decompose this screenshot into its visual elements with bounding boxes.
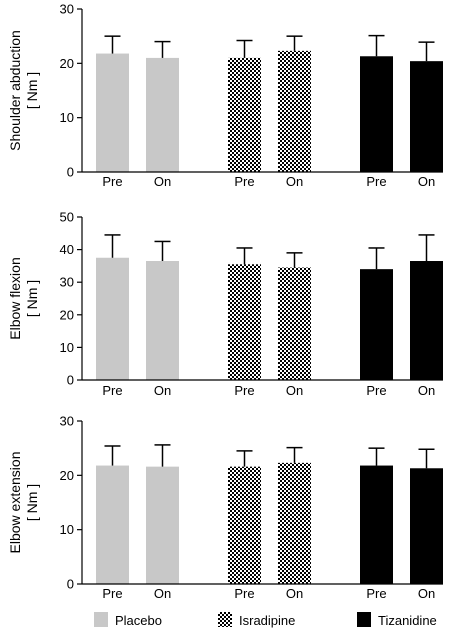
x-tick-label: On [418, 586, 435, 601]
x-tick-label: On [154, 586, 171, 601]
y-axis-title: Elbow extension [7, 452, 23, 554]
chart-panel-1: Pre On Pre On Pre On 0 10 20 30 Shoulder abduction… [7, 2, 443, 189]
bar-isradipine-pre [228, 57, 261, 172]
y-tick-label: 40 [60, 242, 74, 257]
y-tick-label: 20 [60, 56, 74, 71]
y-tick-label: 10 [60, 110, 74, 125]
x-tick-label: On [154, 174, 171, 189]
y-tick-label: 20 [60, 468, 74, 483]
y-tick-label: 30 [60, 2, 74, 17]
x-tick-label: On [154, 383, 171, 398]
chart-panel-2: Pre On Pre On Pre On 0 10 20 30 40 50 Elbow flexion[… [7, 210, 443, 398]
bar-tizanidine-on [410, 61, 443, 172]
y-tick-label: 10 [60, 522, 74, 537]
x-tick-label: Pre [102, 174, 122, 189]
bar-tizanidine-pre [360, 465, 393, 584]
legend-swatch-tizanidine [357, 612, 371, 627]
x-tick-label: On [286, 174, 303, 189]
x-tick-label: Pre [234, 383, 254, 398]
bar-placebo-pre [96, 257, 129, 380]
bar-placebo-on [146, 57, 179, 172]
x-tick-label: Pre [234, 586, 254, 601]
legend-swatch-isradipine [218, 612, 232, 627]
y-axis-unit: [ Nm ] [24, 484, 40, 521]
x-tick-label: Pre [102, 586, 122, 601]
bar-isradipine-on [278, 462, 311, 584]
bar-tizanidine-pre [360, 269, 393, 380]
x-tick-label: Pre [102, 383, 122, 398]
bar-placebo-pre [96, 465, 129, 584]
bar-isradipine-on [278, 50, 311, 172]
bar-tizanidine-on [410, 468, 443, 584]
y-tick-label: 30 [60, 414, 74, 429]
x-tick-label: On [418, 174, 435, 189]
y-tick-label: 30 [60, 275, 74, 290]
chart-panel-3: Pre On Pre On Pre On 0 10 20 30 Elbow extension[ N… [7, 414, 443, 601]
x-tick-label: On [418, 383, 435, 398]
legend-label-tizanidine: Tizanidine [378, 613, 437, 628]
y-tick-label: 10 [60, 340, 74, 355]
bar-tizanidine-on [410, 261, 443, 380]
legend-swatch-placebo [94, 612, 108, 627]
chart-panels: Pre On Pre On Pre On 0 10 20 30 Shoulder abduction… [7, 2, 443, 601]
y-tick-label: 0 [67, 577, 74, 592]
y-axis-title: Elbow flexion [7, 257, 23, 340]
y-tick-label: 0 [67, 373, 74, 388]
legend: Placebo Isradipine Tizanidine [94, 612, 437, 628]
y-axis-unit: [ Nm ] [24, 280, 40, 317]
bar-placebo-on [146, 466, 179, 584]
x-tick-label: On [286, 383, 303, 398]
x-tick-label: Pre [366, 383, 386, 398]
y-tick-label: 0 [67, 165, 74, 180]
bar-isradipine-pre [228, 466, 261, 584]
y-tick-label: 50 [60, 210, 74, 225]
legend-label-placebo: Placebo [115, 613, 162, 628]
x-tick-label: Pre [234, 174, 254, 189]
bar-placebo-pre [96, 53, 129, 173]
x-tick-label: Pre [366, 174, 386, 189]
y-axis-unit: [ Nm ] [24, 72, 40, 109]
bar-isradipine-pre [228, 264, 261, 380]
legend-label-isradipine: Isradipine [239, 613, 295, 628]
bar-placebo-on [146, 261, 179, 380]
x-tick-label: Pre [366, 586, 386, 601]
y-axis-title: Shoulder abduction [7, 30, 23, 151]
bar-tizanidine-pre [360, 56, 393, 172]
bar-isradipine-on [278, 267, 311, 380]
x-tick-label: On [286, 586, 303, 601]
y-tick-label: 20 [60, 307, 74, 322]
